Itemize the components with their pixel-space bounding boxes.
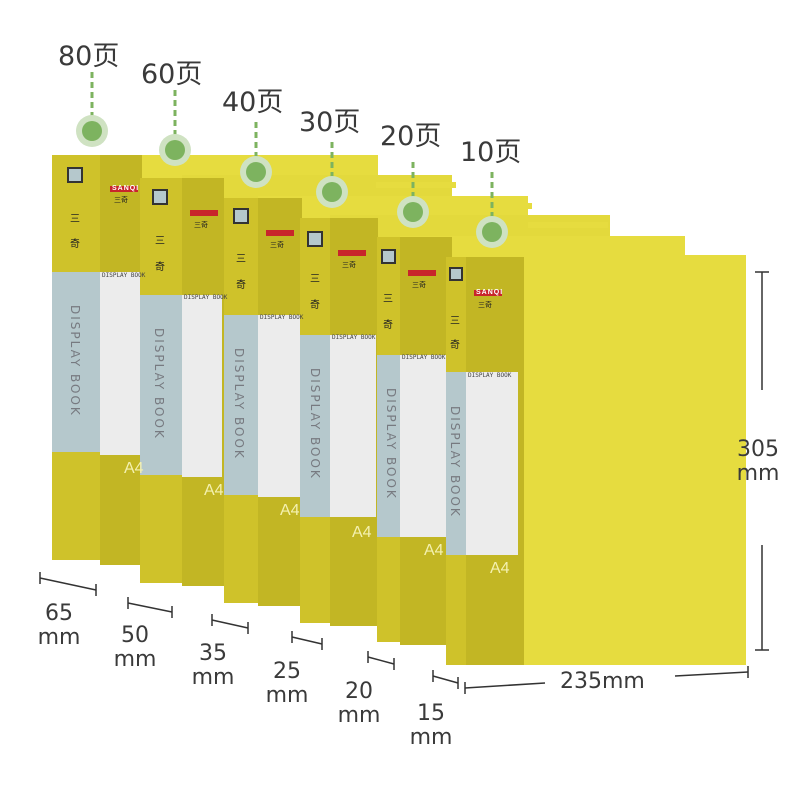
spine-char-2: 奇 bbox=[383, 320, 393, 331]
spine-char-2: 奇 bbox=[70, 239, 80, 250]
page-markers bbox=[76, 72, 508, 248]
brand-logo-text: SANQI bbox=[112, 185, 140, 192]
pages-label-80: 80页 bbox=[58, 41, 120, 72]
spine-width-unit: mm bbox=[409, 725, 453, 750]
spine-width-value: 20 bbox=[345, 679, 373, 704]
size-label-60: A4 bbox=[204, 482, 224, 499]
spine-width-unit: mm bbox=[265, 683, 309, 708]
spine-display-book-60: DISPLAY BOOK bbox=[152, 328, 166, 440]
spine-10 bbox=[446, 257, 524, 665]
brand-cn-text: 三奇 bbox=[194, 221, 208, 229]
pages-label-40: 40页 bbox=[222, 87, 284, 118]
spine-width-15: 15 mm bbox=[406, 702, 456, 750]
brand-badges bbox=[110, 186, 502, 296]
spine-char-2: 奇 bbox=[310, 300, 320, 311]
spine-display-book-30: DISPLAY BOOK bbox=[308, 368, 322, 480]
label-title-small: DISPLAY BOOK bbox=[102, 272, 146, 279]
brand-cn-text: 三奇 bbox=[478, 301, 492, 309]
size-label-80: A4 bbox=[124, 460, 144, 477]
brand-logo-text: SANQI bbox=[476, 289, 504, 296]
brand-cn-text: 三奇 bbox=[114, 196, 128, 204]
spine-display-book-10: DISPLAY BOOK bbox=[448, 406, 462, 518]
spine-display-book-40: DISPLAY BOOK bbox=[232, 348, 246, 460]
pages-label-20: 20页 bbox=[380, 121, 442, 152]
label-title-small: DISPLAY BOOK bbox=[184, 294, 228, 301]
spine-width-35: 35 mm bbox=[188, 642, 238, 690]
spine-width-20: 20 mm bbox=[334, 680, 384, 728]
size-label-10: A4 bbox=[490, 560, 510, 577]
label-title-small: DISPLAY BOOK bbox=[332, 334, 376, 341]
spine-display-book-80: DISPLAY BOOK bbox=[68, 305, 82, 417]
spine-width-unit: mm bbox=[113, 647, 157, 672]
pages-label-60: 60页 bbox=[141, 59, 203, 90]
spine-width-unit: mm bbox=[337, 703, 381, 728]
spine-char-2: 奇 bbox=[155, 262, 165, 273]
spine-80 bbox=[52, 155, 142, 565]
brand-cn-text: 三奇 bbox=[342, 261, 356, 269]
pages-label-10: 10页 bbox=[460, 137, 522, 168]
spine-60 bbox=[140, 178, 224, 586]
spine-width-value: 50 bbox=[121, 623, 149, 648]
brand-cn-text: 三奇 bbox=[270, 241, 284, 249]
spine-char-1: 三 bbox=[310, 274, 320, 285]
spine-width-25: 25 mm bbox=[262, 660, 312, 708]
cover-height-label: 305 mm bbox=[732, 438, 784, 486]
spine-width-50: 50 mm bbox=[110, 624, 160, 672]
spine-width-unit: mm bbox=[191, 665, 235, 690]
cover-height-value: 305 bbox=[737, 437, 779, 462]
cover-height-unit: mm bbox=[736, 461, 780, 486]
spine-width-value: 15 bbox=[417, 701, 445, 726]
spine-char-1: 三 bbox=[450, 316, 460, 327]
spine-20 bbox=[377, 237, 452, 645]
label-title-small: DISPLAY BOOK bbox=[260, 314, 304, 321]
spine-char-1: 三 bbox=[70, 214, 80, 225]
spine-width-value: 65 bbox=[45, 601, 73, 626]
label-title-small: DISPLAY BOOK bbox=[402, 354, 446, 361]
spine-char-2: 奇 bbox=[236, 280, 246, 291]
size-label-20: A4 bbox=[424, 542, 444, 559]
spine-display-book-20: DISPLAY BOOK bbox=[384, 388, 398, 500]
spine-char-1: 三 bbox=[383, 294, 393, 305]
dimension-lines bbox=[39, 271, 769, 694]
spine-width-65: 65 mm bbox=[34, 602, 84, 650]
spine-char-1: 三 bbox=[236, 254, 246, 265]
spine-width-value: 35 bbox=[199, 641, 227, 666]
size-label-40: A4 bbox=[280, 502, 300, 519]
pages-label-30: 30页 bbox=[299, 107, 361, 138]
spine-width-unit: mm bbox=[37, 625, 81, 650]
spine-40 bbox=[224, 198, 302, 606]
cover-width-label: 235mm bbox=[560, 669, 645, 694]
spine-char-2: 奇 bbox=[450, 340, 460, 351]
spine-30 bbox=[300, 218, 378, 626]
spine-char-1: 三 bbox=[155, 236, 165, 247]
spine-width-value: 25 bbox=[273, 659, 301, 684]
label-title-small: DISPLAY BOOK bbox=[468, 372, 512, 379]
size-label-30: A4 bbox=[352, 524, 372, 541]
brand-cn-text: 三奇 bbox=[412, 281, 426, 289]
